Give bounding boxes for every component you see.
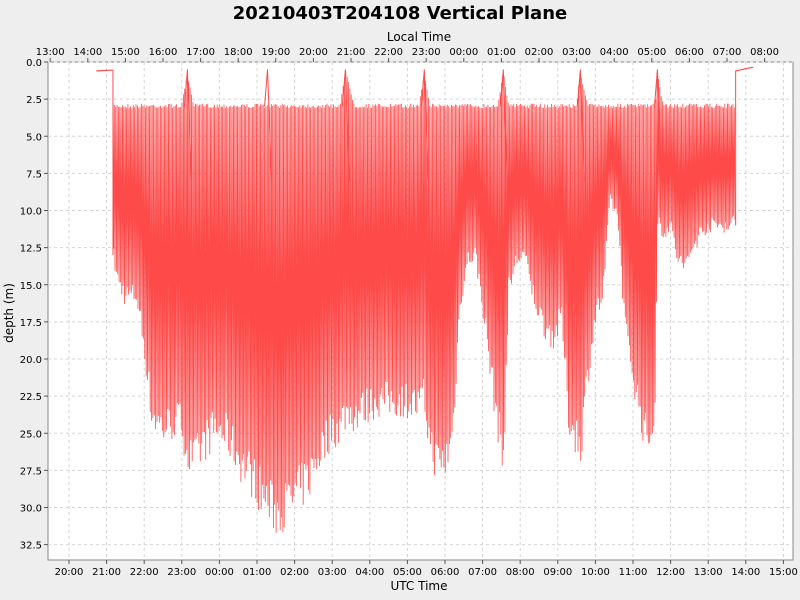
y-tick-label: 15.0 — [20, 281, 42, 292]
x-tick-label: 04:00 — [355, 567, 384, 578]
y-tick-label: 25.0 — [20, 429, 42, 440]
x-tick-label: 21:00 — [92, 567, 121, 578]
x-tick-label: 03:00 — [318, 567, 347, 578]
top-tick-label: 23:00 — [412, 47, 441, 58]
x-tick-label: 12:00 — [656, 567, 685, 578]
x-tick-label: 05:00 — [393, 567, 422, 578]
y-tick-label: 32.5 — [20, 541, 42, 552]
x-axis-label: UTC Time — [391, 579, 448, 593]
top-tick-label: 04:00 — [600, 47, 629, 58]
surfacing-point — [420, 69, 429, 181]
x-tick-label: 00:00 — [205, 567, 234, 578]
top-tick-label: 16:00 — [149, 47, 178, 58]
x-tick-label: 10:00 — [581, 567, 610, 578]
y-tick-label: 27.5 — [20, 466, 42, 477]
y-tick-label: 22.5 — [20, 392, 42, 403]
y-tick-label: 0.0 — [26, 58, 42, 69]
top-tick-label: 13:00 — [36, 47, 65, 58]
top-tick-label: 15:00 — [111, 47, 140, 58]
x-tick-label: 20:00 — [55, 567, 84, 578]
y-axis-label: depth (m) — [2, 283, 16, 343]
depth-series — [96, 66, 754, 533]
x-tick-label: 13:00 — [694, 567, 723, 578]
y-tick-label: 10.0 — [20, 207, 42, 218]
top-tick-label: 05:00 — [637, 47, 666, 58]
dive-trace — [112, 71, 736, 533]
surface-segment — [735, 66, 754, 72]
top-tick-label: 17:00 — [186, 47, 215, 58]
y-tick-label: 17.5 — [20, 318, 42, 329]
axes-layer: 20:00 21:00 22:00 23:00 00:00 01:00 02:00 03:00… — [20, 47, 798, 578]
top-tick-label: 20:00 — [299, 47, 328, 58]
top-tick-label: 14:00 — [73, 47, 102, 58]
x-tick-label: 01:00 — [243, 567, 272, 578]
x-tick-label: 11:00 — [619, 567, 648, 578]
top-tick-label: 06:00 — [675, 47, 704, 58]
top-tick-label: 18:00 — [224, 47, 253, 58]
x-tick-label: 02:00 — [280, 567, 309, 578]
surfacing-point — [183, 69, 192, 181]
x-tick-label: 15:00 — [769, 567, 798, 578]
chart-title: 20210403T204108 Vertical Plane — [233, 3, 567, 24]
x-tick-label: 06:00 — [431, 567, 460, 578]
y-tick-label: 2.5 — [26, 95, 42, 106]
top-tick-label: 01:00 — [487, 47, 516, 58]
x-tick-label: 08:00 — [506, 567, 535, 578]
y-tick-label: 12.5 — [20, 244, 42, 255]
y-tick-label: 5.0 — [26, 132, 42, 143]
x-tick-label: 22:00 — [130, 567, 159, 578]
y-tick-label: 30.0 — [20, 504, 42, 515]
top-tick-label: 08:00 — [750, 47, 779, 58]
surfacing-point — [264, 69, 273, 181]
x-tick-label: 07:00 — [468, 567, 497, 578]
x-tick-label: 09:00 — [543, 567, 572, 578]
top-tick-label: 22:00 — [374, 47, 403, 58]
top-axis-label: Local Time — [387, 30, 451, 44]
top-tick-label: 19:00 — [261, 47, 290, 58]
y-tick-label: 20.0 — [20, 355, 42, 366]
surface-segment — [96, 69, 113, 72]
x-tick-label: 23:00 — [167, 567, 196, 578]
top-tick-label: 07:00 — [713, 47, 742, 58]
surfacing-point — [499, 69, 508, 181]
top-tick-label: 02:00 — [525, 47, 554, 58]
top-tick-label: 21:00 — [337, 47, 366, 58]
y-tick-label: 7.5 — [26, 169, 42, 180]
x-tick-label: 14:00 — [731, 567, 760, 578]
surfacing-point — [576, 69, 585, 181]
top-tick-label: 03:00 — [562, 47, 591, 58]
top-tick-label: 00:00 — [449, 47, 478, 58]
surfacing-point — [341, 69, 350, 181]
surfacing-point — [653, 69, 662, 181]
